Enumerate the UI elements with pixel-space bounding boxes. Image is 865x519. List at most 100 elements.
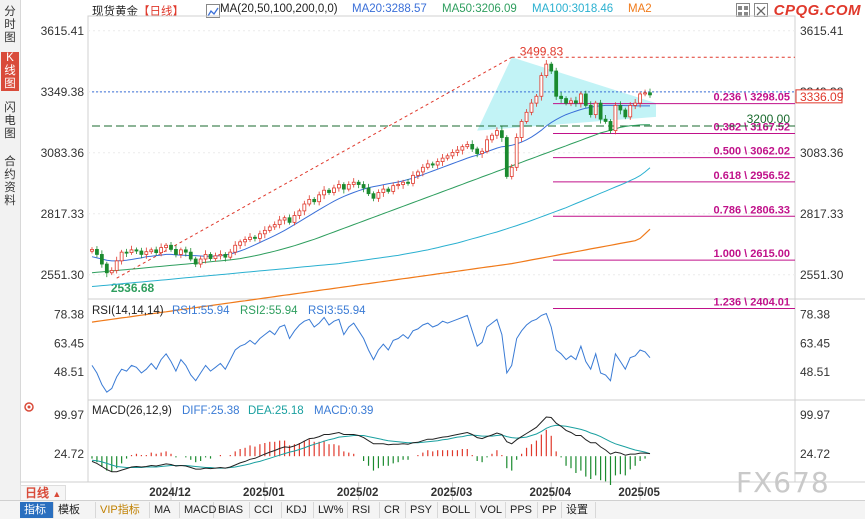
candle-body xyxy=(416,171,420,176)
candle-body xyxy=(139,250,144,255)
ma-params: MA(20,50,100,200,0,0) xyxy=(220,3,338,15)
candle-body xyxy=(465,143,470,148)
candle-body xyxy=(292,215,297,223)
rsi-y-tick-right: 48.51 xyxy=(800,365,830,379)
candle-body xyxy=(233,244,238,253)
indicator-tab-11[interactable]: CR xyxy=(380,502,406,518)
fib-level-label: 0.236 \ 3298.05 xyxy=(714,92,790,104)
indicator-tab-5[interactable]: MACD xyxy=(180,502,216,518)
candle-body xyxy=(480,150,484,154)
sidebar-item-kline[interactable]: K线图 xyxy=(1,52,19,91)
indicator-tab-14[interactable]: VOL xyxy=(476,502,506,518)
period-label: 【日线】 xyxy=(138,6,184,18)
candle-body xyxy=(514,137,519,168)
y-tick-right: 3083.36 xyxy=(800,146,844,160)
candle-body xyxy=(440,157,445,162)
indicator-tab-13[interactable]: BOLL xyxy=(438,502,476,518)
candle-body xyxy=(495,130,499,136)
candle-body xyxy=(317,194,322,203)
gear-icon-ring xyxy=(24,402,34,412)
indicator-tab-10[interactable]: RSI xyxy=(348,502,380,518)
macd-y-tick-left: 24.72 xyxy=(54,447,84,461)
candle-body xyxy=(583,93,588,106)
candle-body xyxy=(633,102,638,106)
indicator-tab-15[interactable]: PPS xyxy=(506,502,538,518)
candle-body xyxy=(396,184,401,187)
y-tick-right: 3615.41 xyxy=(800,24,844,38)
macd-legend-item: DEA:25.18 xyxy=(248,405,304,417)
indicator-tab-17[interactable]: 设置 xyxy=(562,502,596,518)
candle-body xyxy=(90,248,94,252)
candle-body xyxy=(613,105,618,132)
candle-body xyxy=(425,163,430,168)
candle-body xyxy=(243,239,247,243)
indicator-tab-7[interactable]: CCI xyxy=(250,502,282,518)
indicator-tab-1[interactable]: 指标 xyxy=(20,502,54,518)
candle-body xyxy=(282,217,287,221)
rsi-y-tick-right: 63.45 xyxy=(800,336,830,350)
period-button[interactable]: 日线 ▲ xyxy=(20,485,67,501)
ma50-line xyxy=(91,124,650,274)
rsi-legend-item: RSI3:55.94 xyxy=(308,305,366,317)
candle-body xyxy=(213,255,218,259)
gear-icon xyxy=(24,402,34,412)
macd-y-tick-left: 99.97 xyxy=(54,408,84,422)
chart-canvas[interactable]: 3615.413615.413349.383349.383083.363083.… xyxy=(0,0,865,500)
ma100-line xyxy=(91,167,651,287)
candle-body xyxy=(598,102,603,120)
candle-body xyxy=(312,199,317,203)
last-price-box xyxy=(795,89,843,104)
candle-body xyxy=(188,251,193,260)
macd-y-tick-right: 24.72 xyxy=(800,447,830,461)
candle-body xyxy=(337,184,341,189)
candle-body xyxy=(248,236,252,240)
ma200-line xyxy=(91,228,651,323)
caret-up-icon: ▲ xyxy=(52,489,62,499)
candle-body xyxy=(109,270,114,274)
ma20-line xyxy=(91,104,650,262)
candle-body xyxy=(169,244,173,250)
candle-body xyxy=(549,63,554,72)
indicator-tab-9[interactable]: LW% xyxy=(314,502,348,518)
candle-body xyxy=(322,189,326,196)
ma-settings-icon[interactable] xyxy=(206,4,220,18)
candle-body xyxy=(332,187,336,193)
macd-y-tick-right: 99.97 xyxy=(800,408,830,422)
rsi-y-tick-right: 78.38 xyxy=(800,308,830,322)
candle-body xyxy=(588,105,593,115)
candle-body xyxy=(406,181,410,184)
indicator-tab-16[interactable]: PP xyxy=(538,502,562,518)
indicator-tab-4[interactable]: MA xyxy=(150,502,180,518)
candle-body xyxy=(95,248,99,255)
candle-body xyxy=(544,63,549,77)
candle-body xyxy=(435,161,440,166)
x-tick-label: 2025/02 xyxy=(337,487,379,499)
rsi-legend-item: RSI2:55.94 xyxy=(240,305,298,317)
candle-body xyxy=(376,192,381,199)
y-tick-left: 2817.33 xyxy=(41,207,85,221)
fib-level-label: 0.500 \ 3062.02 xyxy=(714,146,790,158)
sidebar-item-tick[interactable]: 闪电图 xyxy=(4,102,16,140)
sidebar-item-intraday[interactable]: 分时图 xyxy=(4,6,16,44)
candle-body xyxy=(623,109,628,118)
candle-body xyxy=(460,146,465,151)
y-tick-left: 3083.36 xyxy=(41,146,85,160)
candle-body xyxy=(450,152,455,157)
fib-level-label: 1.236 \ 2404.01 xyxy=(714,297,790,309)
candle-body xyxy=(327,189,331,193)
gear-icon-hub xyxy=(27,405,31,409)
candle-body xyxy=(569,100,573,104)
indicator-tab-2[interactable]: 模板 xyxy=(54,502,96,518)
indicator-tab-6[interactable]: BIAS xyxy=(214,502,250,518)
indicator-tab-8[interactable]: KDJ xyxy=(282,502,314,518)
candle-body xyxy=(509,166,514,177)
candle-body xyxy=(485,139,489,152)
candle-body xyxy=(99,254,104,265)
candle-body xyxy=(351,181,356,185)
candle-body xyxy=(307,199,312,205)
sidebar-item-contract-info[interactable]: 合约资料 xyxy=(4,156,16,207)
indicator-tab-bar: 指标 模板 VIP指标 MA MACD BIAS CCI KDJ LW% RSI CR PSY BOLL… xyxy=(0,500,865,519)
ma200-value: MA2 xyxy=(628,3,652,15)
indicator-tab-3[interactable]: VIP指标 xyxy=(96,502,150,518)
indicator-tab-12[interactable]: PSY xyxy=(406,502,438,518)
